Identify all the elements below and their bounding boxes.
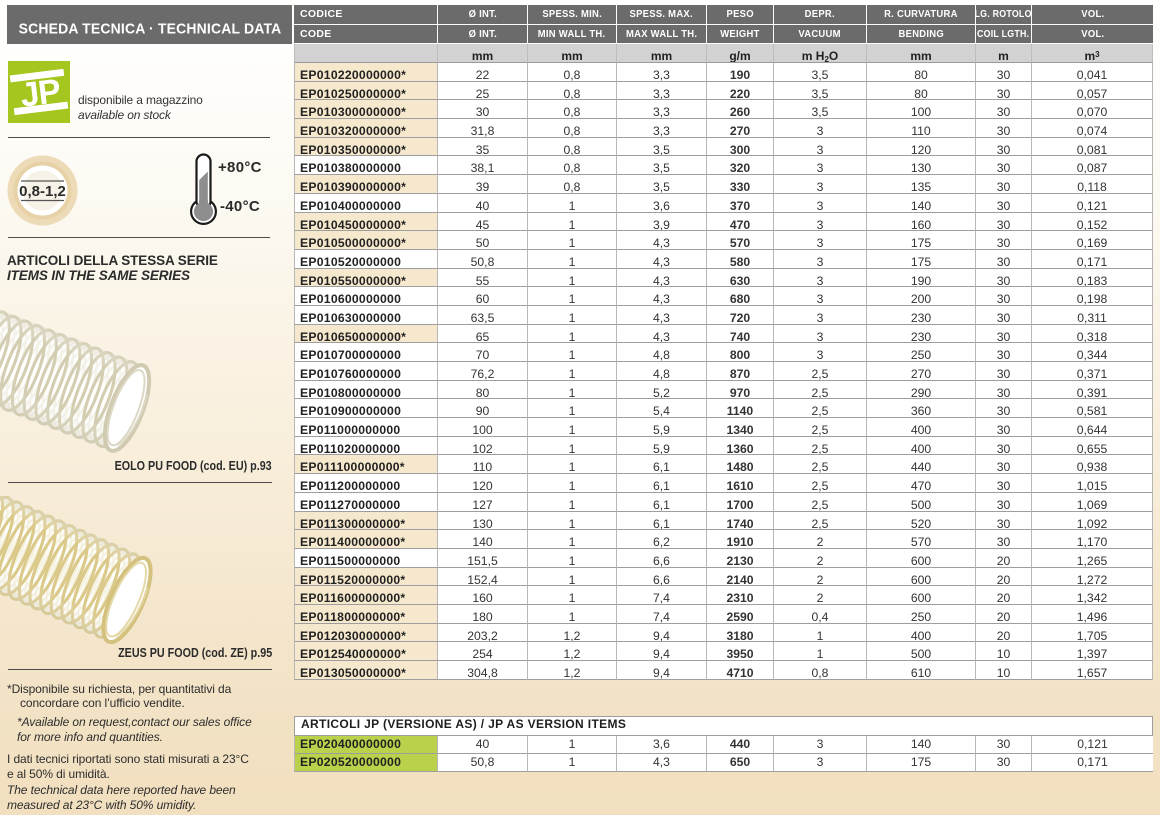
svg-text:0,8-1,2: 0,8-1,2 [19,183,66,200]
svg-text:JP: JP [18,72,62,115]
